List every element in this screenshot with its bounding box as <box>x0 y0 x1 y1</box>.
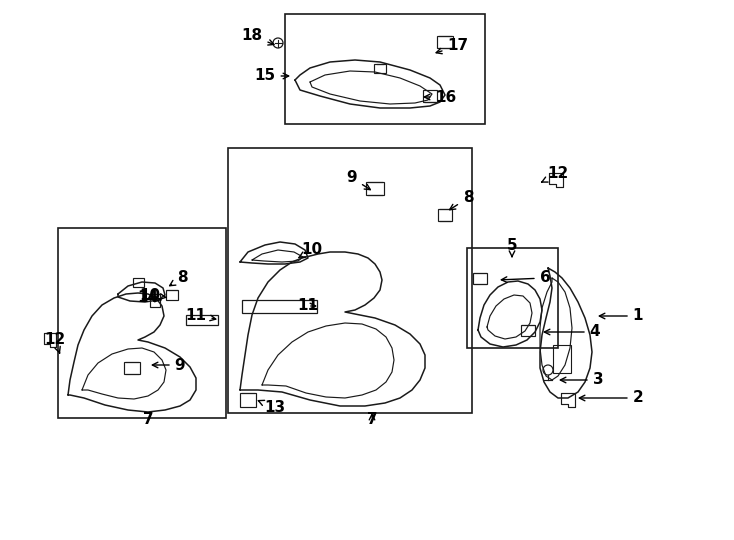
Text: 8: 8 <box>450 191 473 210</box>
Bar <box>58 228 226 418</box>
Text: 18: 18 <box>241 29 274 45</box>
Text: 13: 13 <box>258 400 286 415</box>
Bar <box>228 148 472 413</box>
Text: 7: 7 <box>142 413 153 428</box>
Bar <box>423 90 437 102</box>
Bar <box>166 290 178 300</box>
Text: 8: 8 <box>170 271 187 286</box>
Text: 1: 1 <box>600 308 643 323</box>
Text: 9: 9 <box>153 357 185 373</box>
Bar <box>124 362 140 374</box>
Text: 4: 4 <box>545 325 600 340</box>
Bar <box>374 64 386 72</box>
Bar <box>133 278 144 287</box>
Text: 15: 15 <box>255 69 288 84</box>
Text: 5: 5 <box>506 239 517 256</box>
Bar <box>438 209 452 221</box>
Bar <box>150 294 160 307</box>
Text: 3: 3 <box>560 373 603 388</box>
Bar <box>467 248 558 348</box>
Bar <box>240 393 256 407</box>
Bar <box>186 315 218 325</box>
Bar <box>473 273 487 284</box>
Bar <box>553 345 571 373</box>
Bar <box>366 181 384 194</box>
Bar <box>521 325 535 335</box>
Text: 9: 9 <box>346 171 371 190</box>
Bar <box>437 36 453 48</box>
Bar <box>242 300 317 313</box>
Text: 10: 10 <box>139 287 167 302</box>
Text: 2: 2 <box>579 390 644 406</box>
Text: 11: 11 <box>297 299 319 314</box>
Text: 6: 6 <box>501 271 550 286</box>
Text: 16: 16 <box>424 90 457 105</box>
Text: 17: 17 <box>436 38 468 54</box>
Text: 12: 12 <box>44 333 65 353</box>
Text: 10: 10 <box>299 242 322 258</box>
Text: 12: 12 <box>542 166 569 182</box>
Bar <box>285 14 485 124</box>
Text: 14: 14 <box>137 291 161 306</box>
Text: 11: 11 <box>186 307 216 322</box>
Text: 7: 7 <box>367 413 377 428</box>
